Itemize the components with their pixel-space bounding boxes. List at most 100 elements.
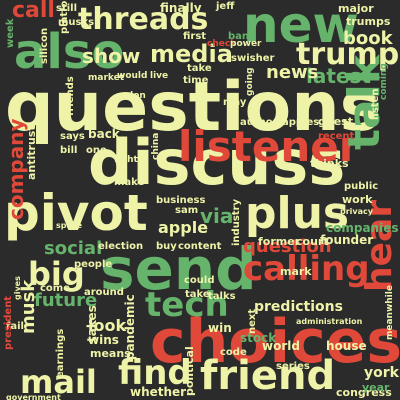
word-whether: whether	[130, 385, 187, 399]
word-make: make	[114, 177, 145, 188]
word-company: company	[4, 118, 28, 220]
word-sam: sam	[175, 205, 199, 216]
word-says: says	[60, 131, 85, 142]
word-choices: choices	[150, 307, 400, 377]
word-stock: stock	[240, 331, 277, 345]
word-gives: gives	[13, 276, 22, 300]
word-wins: wins	[88, 333, 119, 347]
word-media: media	[150, 40, 233, 68]
word-predictions: predictions	[254, 299, 343, 315]
word-tech: tech	[145, 285, 229, 325]
word-code: code	[220, 347, 247, 358]
word-talks: talks	[208, 291, 236, 302]
word-take: take	[187, 63, 212, 74]
word-business: business	[156, 195, 206, 206]
word-via: via	[200, 204, 234, 228]
word-former: former	[258, 235, 301, 248]
word-calling: calling	[243, 249, 370, 289]
word-year: year	[362, 381, 390, 394]
word-still: still	[56, 3, 78, 14]
word-trumps: trumps	[346, 15, 391, 28]
word-question: question	[243, 236, 332, 257]
word-trump: trump	[296, 37, 400, 72]
word-call: call	[12, 0, 55, 23]
word-mail: mail	[20, 363, 97, 400]
word-coming: coming	[379, 63, 389, 100]
word-meanwhile: meanwhile	[385, 285, 395, 340]
word-would: would	[117, 71, 148, 81]
word-people: people	[74, 259, 113, 270]
word-president: president	[3, 295, 14, 350]
word-around: around	[84, 287, 124, 298]
word-check: check	[207, 39, 237, 49]
word-musks: musks	[58, 17, 95, 28]
word-back: back	[88, 127, 120, 141]
word-author: author	[240, 117, 278, 128]
word-new: new	[243, 0, 359, 54]
word-china: china	[151, 132, 161, 160]
word-congress: congress	[336, 386, 392, 399]
word-apples: apples	[282, 117, 320, 128]
word-finally: finally	[160, 1, 202, 15]
word-series: series	[276, 361, 310, 372]
word-fail: fail	[6, 321, 24, 332]
word-threads: threads	[78, 2, 209, 37]
word-mark: mark	[280, 265, 312, 278]
word-win: win	[208, 321, 232, 335]
word-content: content	[178, 241, 222, 252]
word-apple: apple	[158, 218, 209, 237]
word-week: week	[5, 18, 16, 48]
word-big: big	[28, 255, 85, 293]
word-earnings: earnings	[55, 328, 66, 378]
word-next: next	[247, 308, 258, 334]
word-may: may	[223, 97, 247, 108]
word-jeff: jeff	[216, 1, 235, 12]
word-power: power	[230, 39, 262, 49]
word-plus: plus	[245, 188, 350, 239]
word-questions: questions	[5, 68, 381, 147]
word-thinks: thinks	[310, 157, 349, 170]
word-show: show	[82, 44, 141, 68]
word-take2: take	[185, 289, 210, 300]
word-send: send	[100, 235, 257, 303]
word-friend: friend	[200, 353, 336, 399]
word-friends: friends	[65, 76, 76, 116]
word-election: election	[98, 241, 144, 252]
word-look: look	[88, 316, 127, 335]
word-latest: latest	[306, 64, 371, 88]
word-space: space	[56, 221, 83, 230]
word-one: one	[86, 145, 107, 156]
word-founder: founder	[320, 233, 374, 247]
word-pivot: pivot	[4, 184, 148, 242]
word-pandemic: pandemic	[123, 294, 137, 360]
word-live: live	[150, 71, 169, 81]
word-elon: elon	[124, 91, 146, 101]
word-fight: fight	[114, 155, 138, 165]
word-means: means	[90, 347, 131, 360]
word-discuss: discuss	[88, 126, 346, 199]
word-silicon: silicon	[39, 27, 50, 64]
word-future: future	[34, 290, 98, 311]
word-guest: guest	[318, 115, 353, 128]
word-going: going	[245, 67, 255, 96]
word-administration: administration	[296, 317, 363, 326]
word-time: time	[183, 75, 209, 86]
word-ban: ban	[228, 31, 250, 42]
word-industry: industry	[231, 198, 242, 246]
word-book: book	[343, 28, 393, 49]
word-first: first	[183, 31, 207, 42]
word-government: government	[6, 393, 61, 400]
word-companies: companies	[326, 221, 399, 235]
word-privacy: privacy	[340, 207, 373, 216]
word-could: could	[184, 275, 215, 286]
word-listener: listener	[178, 122, 360, 171]
word-bill: bill	[60, 145, 78, 156]
word-also: also	[14, 24, 125, 80]
word-major: major	[338, 2, 374, 15]
word-news: news	[266, 62, 319, 83]
word-court: court	[296, 235, 329, 248]
word-york: york	[364, 365, 399, 381]
word-find: find	[118, 353, 192, 393]
word-market: market	[88, 73, 125, 83]
